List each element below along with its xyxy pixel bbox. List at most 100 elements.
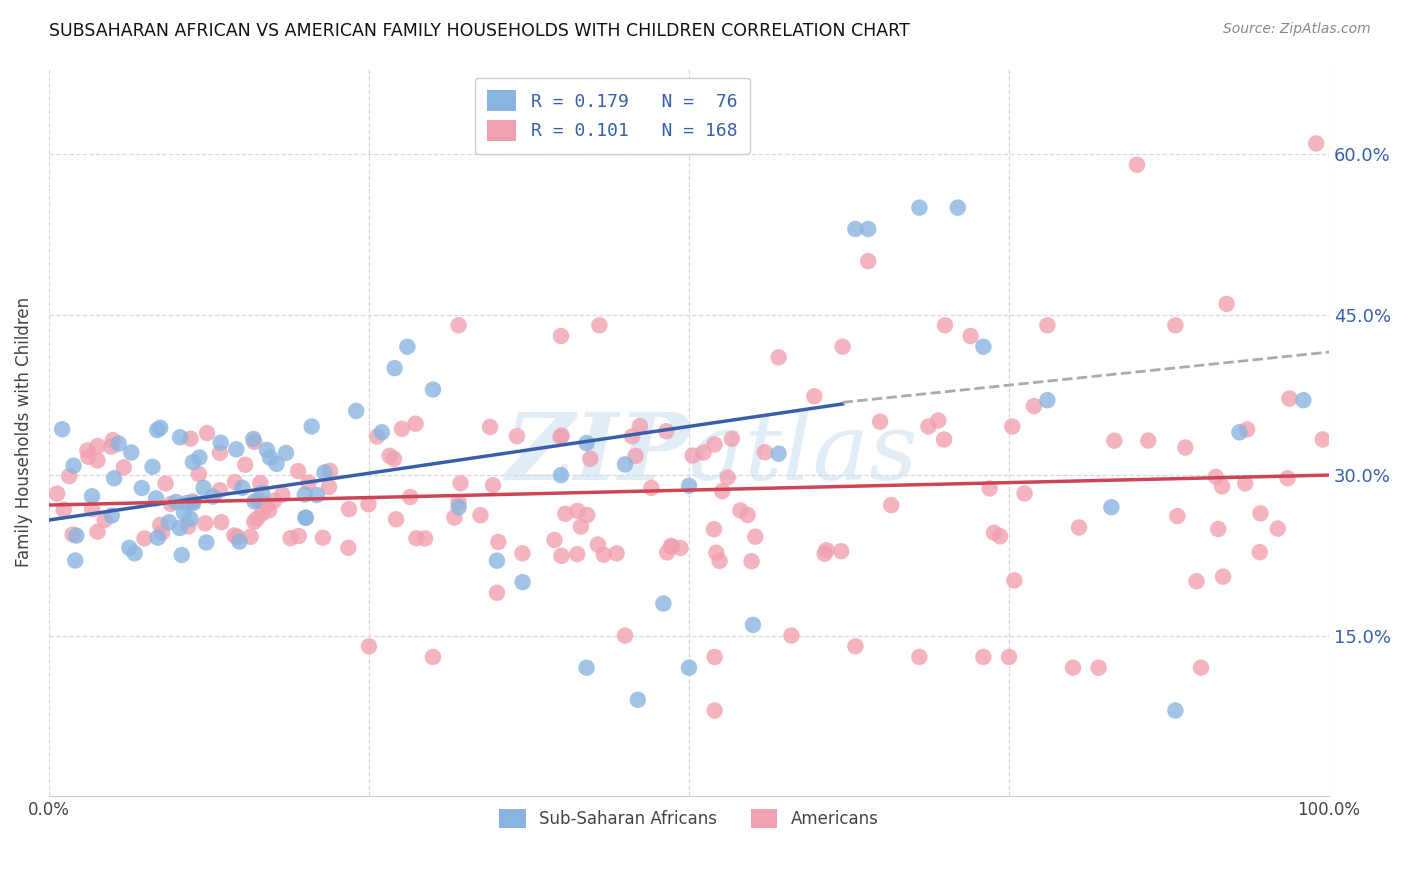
Point <box>703 704 725 718</box>
Point <box>1189 661 1212 675</box>
Point <box>256 442 278 457</box>
Point <box>744 530 766 544</box>
Point <box>550 428 572 442</box>
Point <box>730 503 752 517</box>
Point <box>179 512 201 526</box>
Point <box>318 480 340 494</box>
Point <box>443 510 465 524</box>
Point <box>124 546 146 560</box>
Point <box>621 429 644 443</box>
Point <box>831 340 853 354</box>
Point <box>567 547 589 561</box>
Point <box>1277 471 1299 485</box>
Point <box>1292 393 1315 408</box>
Point <box>579 451 602 466</box>
Point <box>249 476 271 491</box>
Point <box>1036 393 1059 408</box>
Point <box>669 541 692 555</box>
Point <box>146 531 169 545</box>
Point <box>1215 297 1237 311</box>
Point <box>63 553 86 567</box>
Point <box>869 415 891 429</box>
Point <box>450 476 472 491</box>
Point <box>188 450 211 465</box>
Point <box>1229 425 1251 440</box>
Point <box>486 535 509 549</box>
Point <box>550 549 572 563</box>
Point <box>382 452 405 467</box>
Point <box>588 318 610 333</box>
Point <box>224 528 246 542</box>
Point <box>543 533 565 547</box>
Point <box>82 502 104 516</box>
Point <box>983 525 1005 540</box>
Point <box>297 475 319 490</box>
Point <box>80 489 103 503</box>
Point <box>692 445 714 459</box>
Point <box>470 508 492 523</box>
Point <box>247 493 270 508</box>
Point <box>1312 433 1334 447</box>
Point <box>288 529 311 543</box>
Point <box>193 481 215 495</box>
Point <box>287 464 309 478</box>
Point <box>659 539 682 553</box>
Point <box>661 540 683 554</box>
Point <box>592 548 614 562</box>
Point <box>422 383 444 397</box>
Point <box>741 554 763 568</box>
Point <box>344 404 367 418</box>
Point <box>979 482 1001 496</box>
Point <box>337 541 360 555</box>
Point <box>141 459 163 474</box>
Point <box>51 422 73 436</box>
Point <box>1305 136 1327 151</box>
Point <box>856 222 879 236</box>
Point <box>357 497 380 511</box>
Point <box>176 496 198 510</box>
Point <box>93 513 115 527</box>
Point <box>447 500 470 515</box>
Point <box>242 432 264 446</box>
Point <box>640 481 662 495</box>
Point <box>177 519 200 533</box>
Point <box>768 351 790 365</box>
Point <box>927 413 949 427</box>
Point <box>160 497 183 511</box>
Point <box>100 508 122 523</box>
Point <box>614 458 637 472</box>
Point <box>554 507 576 521</box>
Point <box>150 525 173 540</box>
Point <box>259 450 281 465</box>
Point <box>118 541 141 555</box>
Point <box>742 618 765 632</box>
Point <box>195 535 218 549</box>
Point <box>405 531 427 545</box>
Point <box>678 479 700 493</box>
Point <box>112 460 135 475</box>
Point <box>134 532 156 546</box>
Point <box>1205 470 1227 484</box>
Point <box>181 496 204 510</box>
Point <box>312 531 335 545</box>
Point <box>226 530 249 544</box>
Point <box>550 468 572 483</box>
Point <box>678 661 700 675</box>
Point <box>932 433 955 447</box>
Point <box>1126 158 1149 172</box>
Point <box>1166 509 1188 524</box>
Point <box>1137 434 1160 448</box>
Point <box>187 467 209 481</box>
Point <box>77 450 100 464</box>
Point <box>243 494 266 508</box>
Legend: Sub-Saharan Africans, Americans: Sub-Saharan Africans, Americans <box>492 803 886 835</box>
Point <box>1001 419 1024 434</box>
Point <box>652 597 675 611</box>
Point <box>737 508 759 522</box>
Point <box>86 524 108 539</box>
Text: ZIP: ZIP <box>505 409 689 500</box>
Point <box>655 424 678 438</box>
Point <box>169 430 191 444</box>
Point <box>512 575 534 590</box>
Point <box>62 527 84 541</box>
